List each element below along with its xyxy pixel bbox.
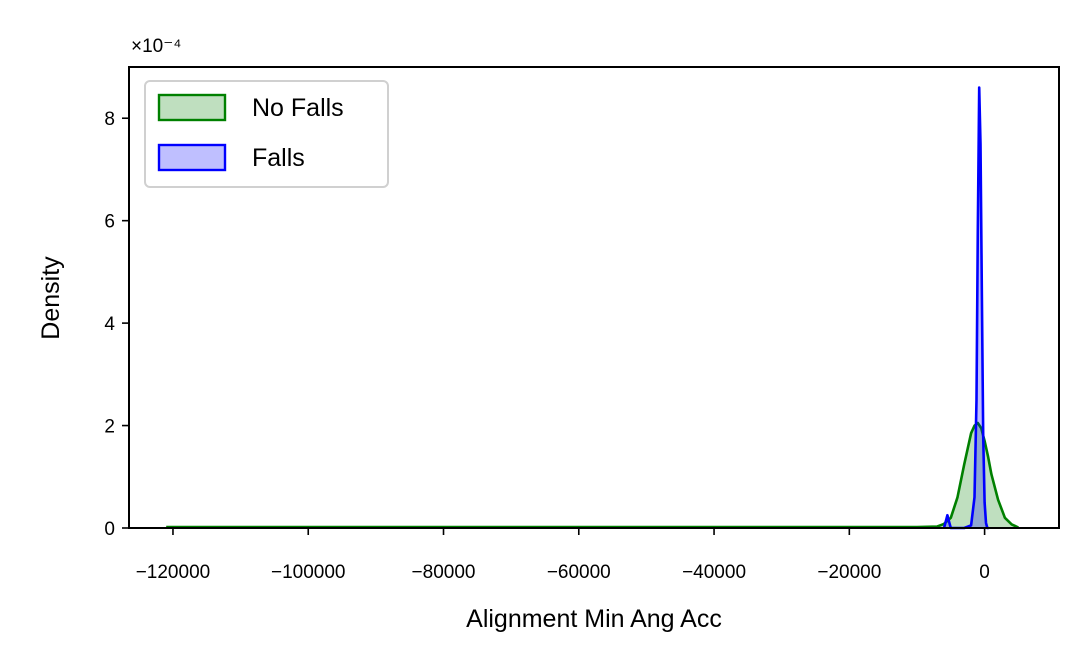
y-tick-label: 6 (104, 212, 115, 233)
legend-swatch-1 (157, 143, 227, 172)
x-axis: −120000 −100000 −80000 −60000 −40000 −20000 0 (136, 528, 990, 583)
legend-swatch-fill-0 (159, 95, 225, 120)
legend-swatch-fill-1 (159, 145, 225, 170)
legend-frame (144, 80, 389, 188)
x-tick-label: −100000 (271, 562, 346, 583)
x-tick-label: −60000 (547, 562, 611, 583)
y-tick-label: 2 (104, 417, 115, 438)
series-area-0 (166, 423, 1019, 528)
y-tick-label: 8 (104, 109, 115, 130)
series-area-1 (944, 87, 989, 528)
x-tick-label: −40000 (682, 562, 746, 583)
y-axis: 0 2 4 6 8 (104, 109, 129, 540)
y-tick-label: 0 (104, 519, 115, 540)
x-axis-label: Alignment Min Ang Acc (466, 605, 722, 633)
y-axis-label: Density (37, 256, 65, 340)
legend-label-1: Falls (252, 144, 305, 172)
legend-label-0: No Falls (252, 94, 344, 122)
x-tick-label: −80000 (412, 562, 476, 583)
legend: No Falls Falls (144, 80, 389, 188)
y-offset-label: ×10⁻⁴ (131, 36, 181, 57)
legend-swatch-0 (157, 93, 227, 122)
series-line-1 (942, 86, 989, 530)
plot-frame (128, 66, 1060, 529)
series-line-0 (166, 421, 1019, 529)
x-tick-label: −120000 (136, 562, 211, 583)
x-tick-label: −20000 (817, 562, 881, 583)
x-tick-label: 0 (979, 562, 990, 583)
y-tick-label: 4 (104, 314, 115, 335)
